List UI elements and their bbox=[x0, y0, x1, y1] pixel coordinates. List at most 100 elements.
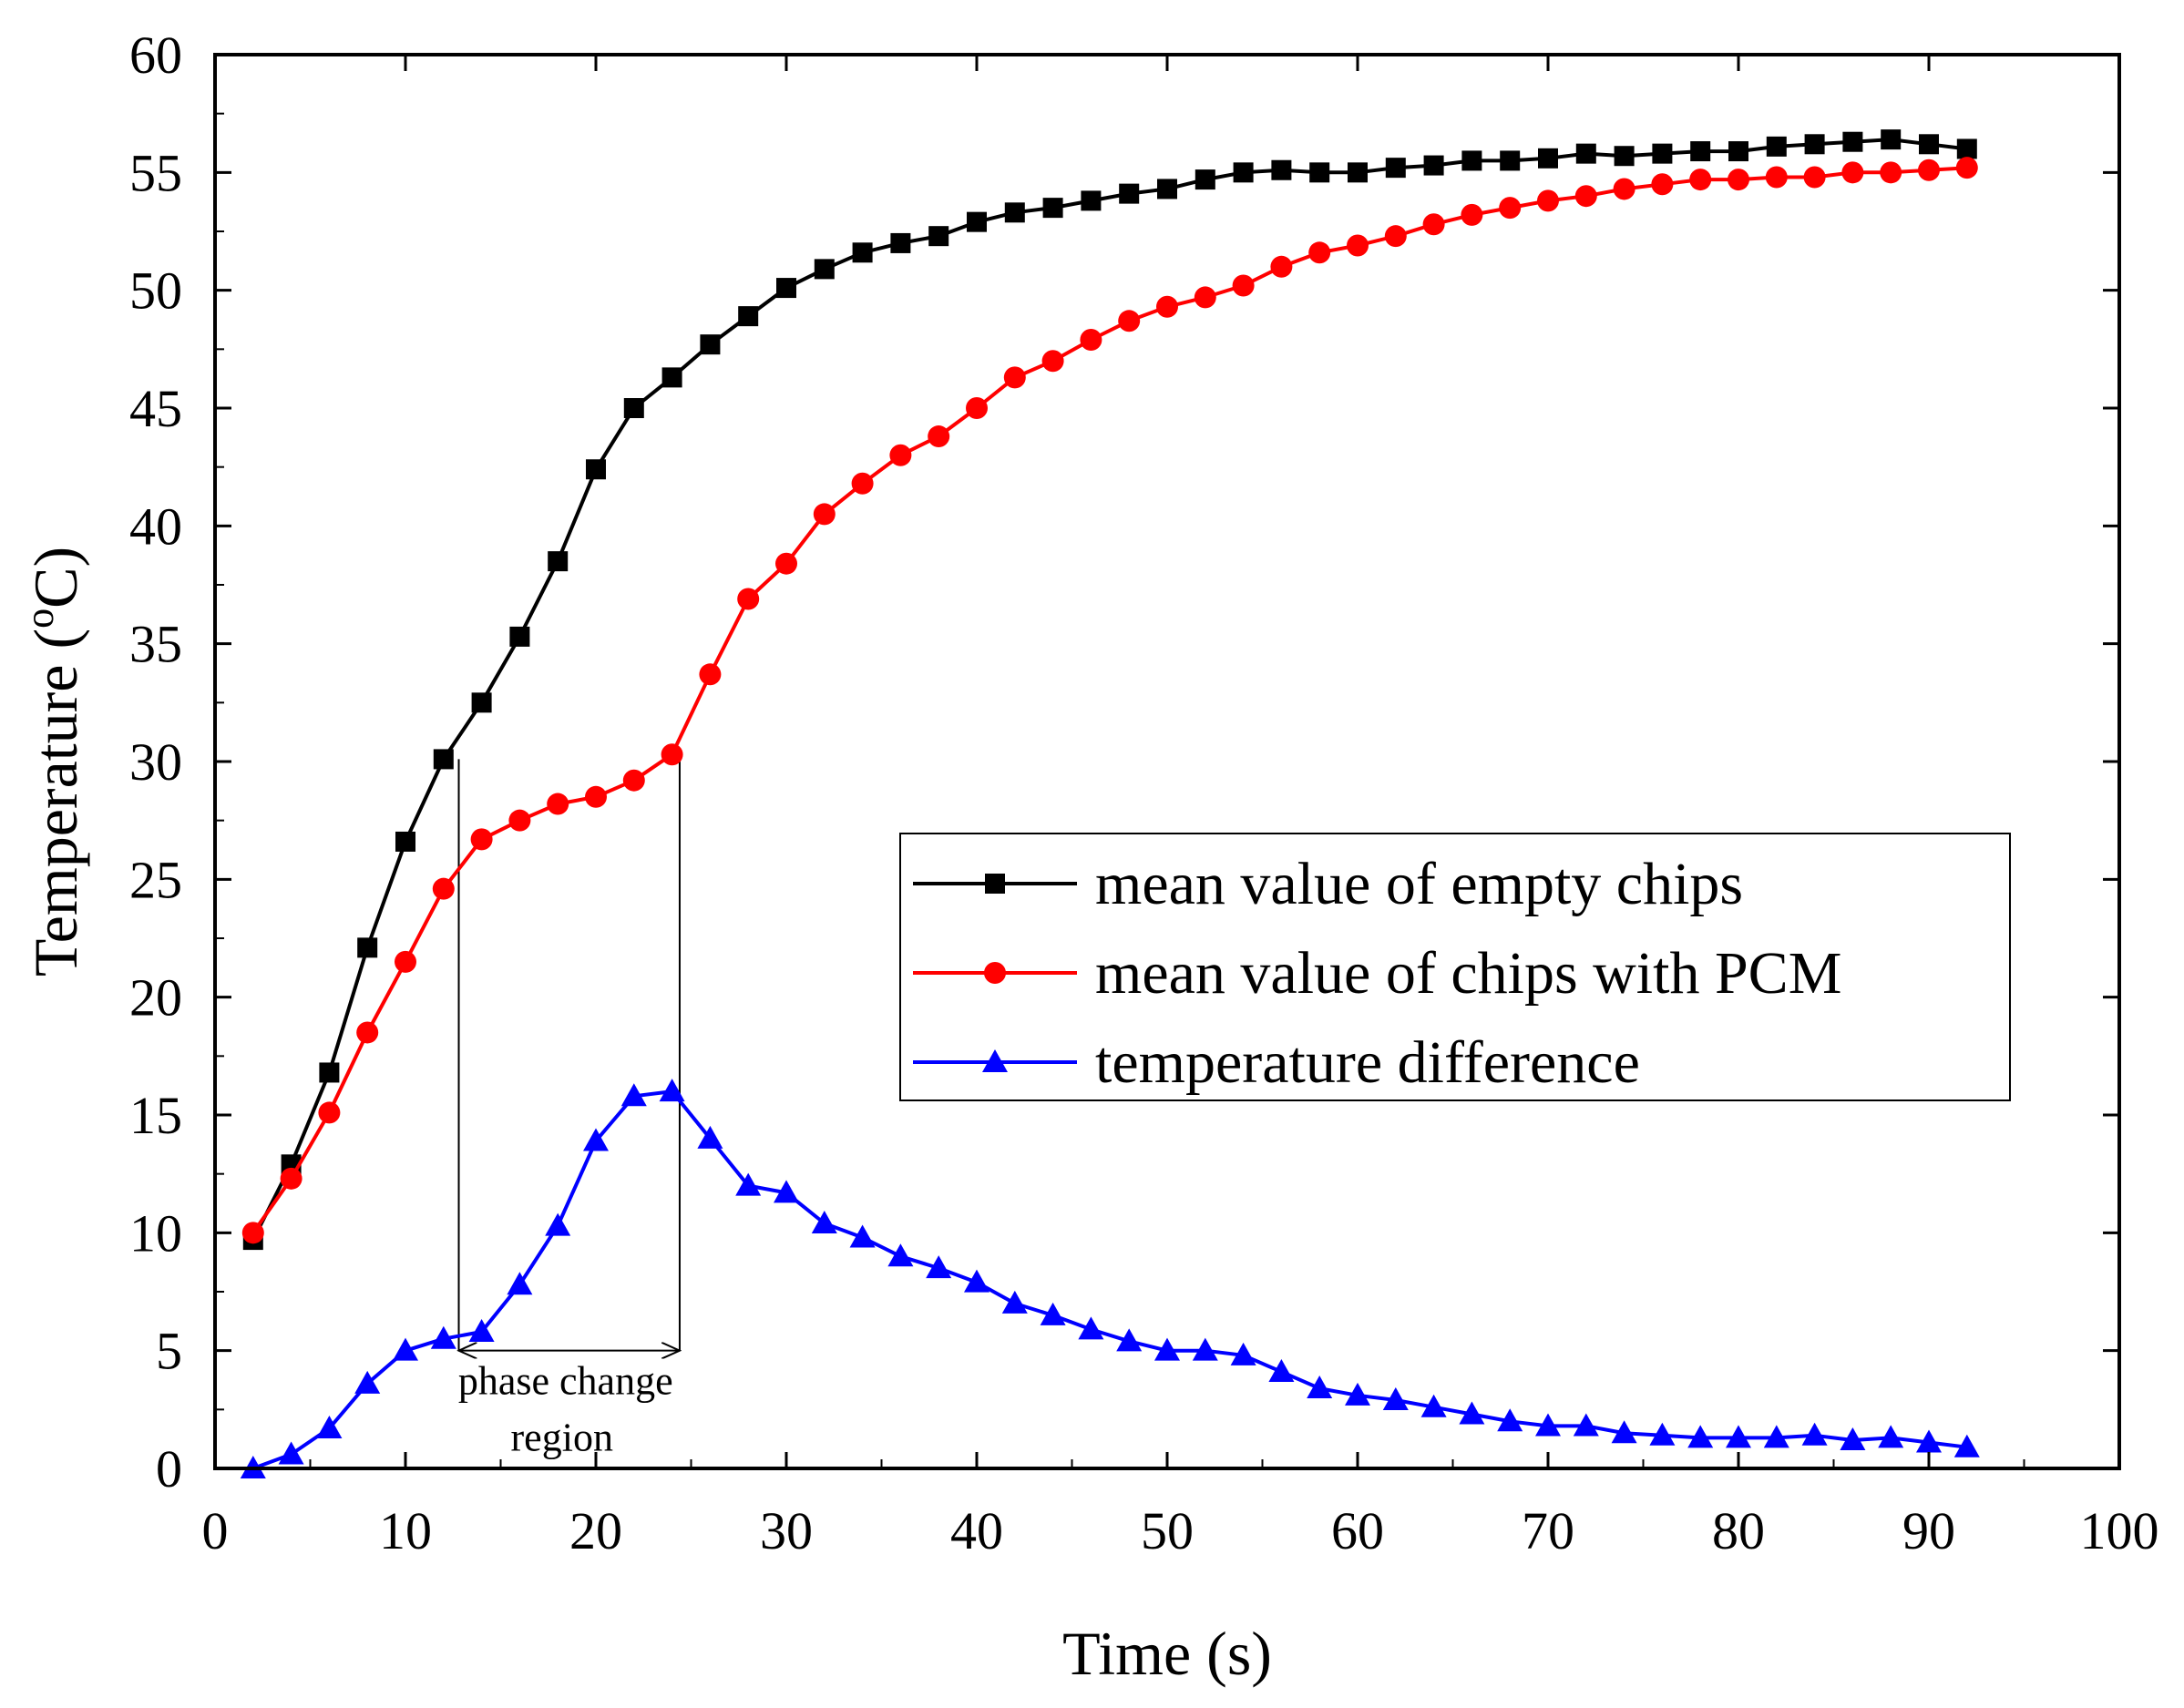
data-point bbox=[1614, 146, 1635, 167]
y-tick-label: 0 bbox=[156, 1439, 182, 1498]
data-point bbox=[1728, 169, 1749, 191]
data-point bbox=[433, 749, 454, 770]
data-point bbox=[967, 211, 987, 232]
data-point bbox=[508, 809, 531, 832]
data-point bbox=[1765, 166, 1788, 189]
data-point bbox=[1309, 162, 1330, 183]
data-point bbox=[926, 1255, 952, 1279]
data-point bbox=[316, 1416, 343, 1439]
y-tick-label: 20 bbox=[129, 968, 182, 1028]
data-point bbox=[547, 793, 569, 815]
data-point bbox=[1119, 183, 1140, 204]
data-point bbox=[1004, 202, 1025, 223]
data-point bbox=[1348, 162, 1368, 183]
data-point bbox=[1271, 159, 1292, 180]
data-point bbox=[1041, 350, 1064, 373]
data-point bbox=[737, 588, 760, 610]
legend-label: mean value of chips with PCM bbox=[1095, 940, 1841, 1007]
data-point bbox=[1916, 1429, 1942, 1453]
data-point bbox=[813, 503, 836, 526]
data-point bbox=[471, 692, 492, 713]
data-point bbox=[1308, 241, 1331, 264]
phase-change-label-line2: region bbox=[511, 1416, 613, 1460]
data-point bbox=[622, 769, 645, 792]
data-point bbox=[1268, 1358, 1295, 1382]
data-point bbox=[1878, 1425, 1904, 1448]
x-tick-label: 0 bbox=[202, 1501, 229, 1560]
x-tick-label: 80 bbox=[1712, 1501, 1765, 1560]
data-point bbox=[1801, 1422, 1828, 1446]
data-point bbox=[1955, 157, 1978, 179]
y-tick-label: 40 bbox=[129, 496, 182, 556]
data-point bbox=[811, 1210, 837, 1233]
data-point bbox=[1461, 203, 1483, 226]
data-point bbox=[1423, 155, 1444, 176]
x-tick-label: 40 bbox=[950, 1501, 1003, 1560]
data-point bbox=[774, 1180, 799, 1203]
data-point bbox=[1500, 150, 1521, 171]
data-point bbox=[1422, 213, 1445, 236]
data-point bbox=[1690, 141, 1711, 162]
data-point bbox=[1649, 1422, 1676, 1446]
data-point bbox=[928, 226, 949, 247]
data-point bbox=[1538, 148, 1558, 169]
x-tick-label: 50 bbox=[1141, 1501, 1194, 1560]
data-point bbox=[393, 1337, 418, 1361]
data-point bbox=[1230, 1342, 1256, 1365]
data-point bbox=[1157, 179, 1177, 199]
data-point bbox=[1652, 143, 1673, 164]
series-line bbox=[252, 1089, 1968, 1470]
x-tick-label: 10 bbox=[379, 1501, 432, 1560]
data-point bbox=[849, 1224, 876, 1248]
data-point bbox=[586, 459, 606, 480]
data-point bbox=[1953, 1434, 1980, 1457]
data-point bbox=[1728, 141, 1748, 162]
data-point bbox=[1384, 225, 1407, 248]
x-tick-label: 60 bbox=[1331, 1501, 1384, 1560]
data-point bbox=[814, 259, 835, 280]
data-point bbox=[735, 1172, 762, 1196]
data-point bbox=[889, 444, 912, 466]
x-tick-label: 100 bbox=[2080, 1501, 2159, 1560]
data-point bbox=[583, 1128, 609, 1151]
data-point bbox=[1156, 295, 1178, 318]
data-point bbox=[1307, 1376, 1333, 1399]
data-point bbox=[1726, 1425, 1751, 1448]
data-point bbox=[1499, 197, 1522, 220]
data-point bbox=[1385, 158, 1406, 179]
y-tick-label: 45 bbox=[129, 379, 182, 438]
data-point bbox=[1497, 1408, 1523, 1432]
data-point bbox=[280, 1167, 302, 1190]
y-tick-label: 60 bbox=[129, 26, 182, 85]
data-point bbox=[1040, 1302, 1066, 1325]
y-axis-title: Temperature (oC) bbox=[17, 547, 90, 977]
data-point bbox=[1535, 1413, 1561, 1437]
legend-label: mean value of empty chips bbox=[1095, 851, 1743, 917]
series-3 bbox=[240, 1079, 1980, 1478]
data-point bbox=[851, 472, 874, 495]
data-point bbox=[241, 1222, 264, 1244]
axes: 0 5 10 15 20 25 30 35 40 45 50 55 60 0 10 20 30 40 50 60 70 8… bbox=[17, 26, 2159, 1688]
data-point bbox=[661, 743, 683, 766]
data-point bbox=[966, 397, 988, 419]
data-point bbox=[1840, 1427, 1866, 1450]
data-point bbox=[1420, 1394, 1447, 1417]
y-tick-label: 5 bbox=[156, 1322, 182, 1381]
y-tick-label: 25 bbox=[129, 850, 182, 909]
data-point bbox=[1345, 1382, 1370, 1406]
data-point bbox=[775, 552, 797, 575]
data-point bbox=[1537, 189, 1559, 212]
data-point bbox=[1803, 166, 1826, 189]
data-point bbox=[1003, 366, 1026, 389]
data-point bbox=[699, 663, 722, 686]
data-point bbox=[776, 278, 796, 299]
data-point bbox=[1574, 185, 1597, 208]
data-point bbox=[1194, 286, 1216, 309]
legend-marker bbox=[984, 962, 1006, 984]
data-point bbox=[738, 306, 759, 327]
data-point bbox=[1459, 1401, 1485, 1425]
data-point bbox=[468, 1318, 495, 1342]
data-point bbox=[1080, 328, 1102, 351]
data-point bbox=[395, 831, 415, 852]
